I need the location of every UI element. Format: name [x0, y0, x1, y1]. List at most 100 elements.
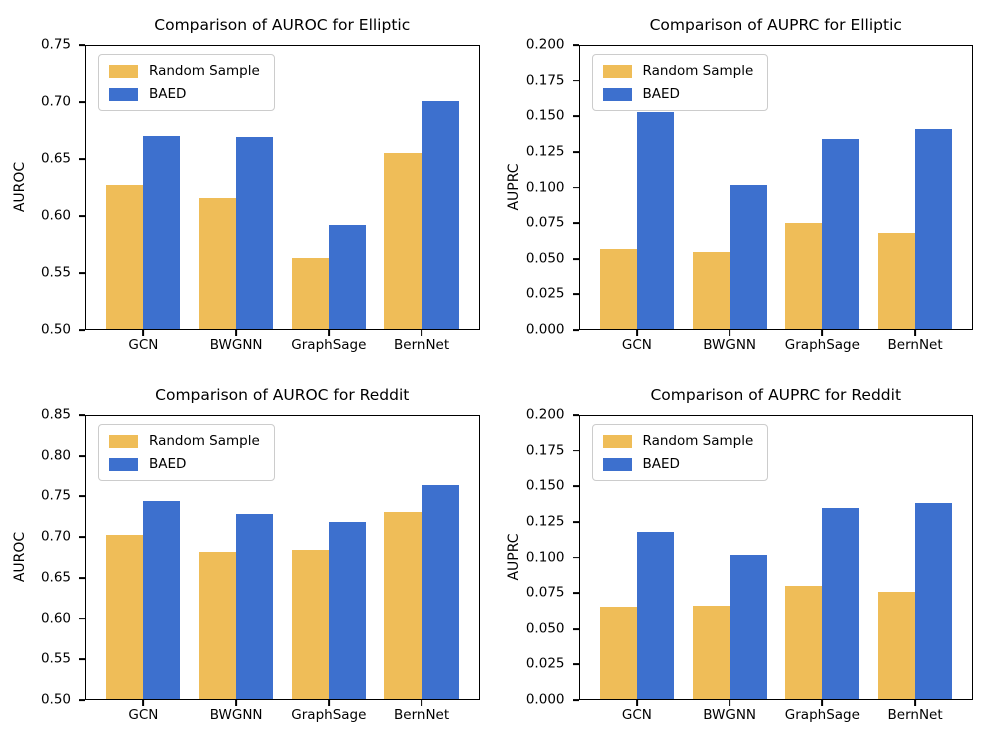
y-tick-label: 0.65: [40, 569, 71, 586]
chart-title: Comparison of AUPRC for Elliptic: [649, 16, 902, 34]
y-tick-mark: [572, 663, 579, 666]
legend-swatch-baed: [109, 87, 138, 101]
bar-baed: [636, 531, 674, 700]
bar-baed: [822, 139, 860, 330]
x-tick-label: GCN: [621, 337, 652, 353]
y-tick-label: 0.50: [40, 321, 71, 338]
y-tick-mark: [79, 158, 85, 160]
x-tick-mark: [821, 330, 824, 336]
y-tick-label: 0.175: [525, 441, 565, 458]
y-tick-label: 0.000: [525, 321, 565, 338]
y-tick-label: 0.60: [40, 207, 71, 224]
legend-item: Random Sample: [602, 433, 754, 449]
bar-baed: [822, 507, 860, 700]
x-tick-mark: [914, 700, 916, 706]
x-tick-label: BWGNN: [209, 337, 263, 353]
legend: Random Sample BAED: [591, 424, 769, 482]
legend-item: BAED: [109, 86, 260, 102]
bar-random-sample: [692, 605, 730, 700]
y-tick-label: 0.050: [525, 620, 565, 636]
legend-label: BAED: [642, 456, 680, 473]
y-tick-mark: [572, 44, 579, 46]
legend-label: Random Sample: [642, 63, 754, 79]
y-tick-label: 0.025: [525, 655, 565, 672]
y-tick-mark: [572, 186, 579, 189]
legend-item: BAED: [109, 456, 260, 472]
x-tick-mark: [636, 330, 638, 336]
y-tick-label: 0.075: [525, 214, 565, 231]
y-tick-mark: [572, 115, 579, 118]
y-tick-label: 0.100: [525, 548, 565, 565]
x-tick-mark: [914, 330, 916, 336]
y-tick-mark: [572, 257, 579, 260]
x-tick-mark: [728, 330, 731, 336]
y-tick-mark: [572, 592, 579, 595]
y-tick-label: 0.075: [525, 584, 565, 601]
y-tick-mark: [79, 699, 85, 701]
bar-random-sample: [384, 153, 422, 330]
bar-random-sample: [785, 223, 823, 330]
x-tick-label: GraphSage: [291, 337, 367, 353]
y-tick-mark: [572, 293, 579, 296]
y-tick-label: 0.200: [525, 36, 565, 53]
bar-baed: [328, 225, 366, 330]
bar-baed: [421, 485, 459, 700]
x-tick-mark: [420, 700, 423, 706]
y-tick-mark: [572, 329, 579, 331]
x-tick-label: GraphSage: [784, 707, 860, 723]
x-tick-label: BernNet: [887, 337, 943, 353]
legend-label: BAED: [149, 456, 187, 473]
bar-baed: [729, 184, 767, 330]
legend-item: Random Sample: [109, 63, 260, 79]
bar-random-sample: [599, 248, 637, 330]
x-tick-mark: [142, 330, 145, 336]
x-tick-label: GraphSage: [784, 337, 860, 353]
y-tick-label: 0.200: [525, 406, 565, 423]
bar-baed: [143, 501, 181, 700]
y-tick-mark: [79, 215, 85, 217]
legend-label: Random Sample: [149, 433, 260, 449]
x-tick-label: BernNet: [394, 337, 450, 353]
bar-baed: [236, 137, 274, 330]
bar-random-sample: [106, 185, 144, 330]
x-tick-mark: [142, 700, 145, 706]
legend-swatch-baed: [602, 87, 632, 101]
y-tick-label: 0.150: [525, 107, 565, 124]
legend-item: BAED: [602, 86, 754, 103]
bar-random-sample: [106, 534, 144, 700]
bar-random-sample: [291, 550, 329, 700]
bar-baed: [143, 136, 181, 330]
legend-swatch-random_sample: [602, 64, 632, 78]
y-tick-mark: [572, 222, 579, 225]
legend-swatch-random_sample: [602, 434, 632, 448]
legend: Random Sample BAED: [98, 54, 275, 112]
x-tick-label: BWGNN: [703, 707, 757, 723]
legend-label: BAED: [149, 86, 187, 103]
legend-item: Random Sample: [602, 63, 754, 79]
y-tick-mark: [79, 576, 85, 579]
legend-label: Random Sample: [642, 433, 754, 449]
bar-baed: [236, 513, 274, 700]
x-tick-mark: [327, 330, 330, 336]
y-tick-label: 0.025: [525, 285, 565, 302]
y-tick-label: 0.100: [525, 178, 565, 195]
y-tick-label: 0.65: [40, 150, 71, 167]
y-tick-label: 0.70: [40, 528, 71, 545]
y-tick-mark: [572, 556, 579, 559]
bar-baed: [636, 111, 674, 330]
y-tick-mark: [572, 449, 579, 452]
legend-label: BAED: [642, 86, 680, 103]
bar-random-sample: [692, 251, 730, 330]
bar-random-sample: [785, 586, 823, 700]
y-tick-label: 0.125: [525, 143, 565, 160]
y-tick-label: 0.000: [525, 691, 565, 708]
legend-swatch-baed: [602, 457, 632, 471]
y-tick-mark: [572, 520, 579, 523]
y-tick-mark: [572, 627, 579, 630]
x-tick-label: GCN: [128, 707, 159, 723]
x-tick-label: BWGNN: [703, 337, 757, 353]
chart-auroc-reddit: Comparison of AUROC for Reddit AUROC 0.5…: [0, 370, 494, 740]
chart-auprc-elliptic: Comparison of AUPRC for Elliptic AUPRC 0…: [494, 0, 987, 370]
y-tick-label: 0.75: [40, 487, 71, 504]
y-tick-mark: [79, 101, 85, 103]
